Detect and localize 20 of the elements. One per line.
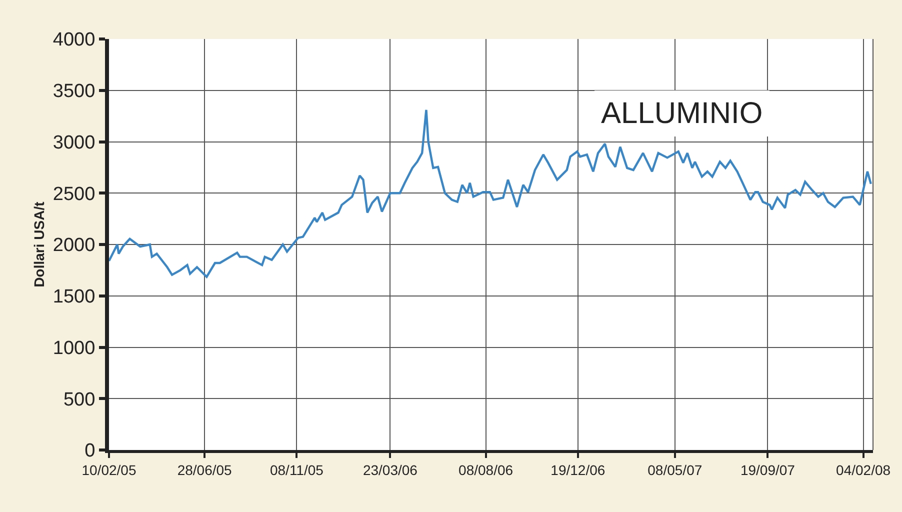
y-tick-label: 1500 bbox=[52, 286, 96, 308]
x-tick-label: 23/03/06 bbox=[362, 462, 418, 478]
y-tick-label: 2000 bbox=[52, 235, 96, 256]
x-tick-label: 19/12/06 bbox=[550, 462, 606, 478]
y-axis-title: Dollari USA/t bbox=[31, 201, 48, 288]
y-tick-label: 500 bbox=[63, 389, 96, 410]
x-tick-label: 10/02/05 bbox=[82, 462, 136, 478]
y-tick-label: 1000 bbox=[52, 338, 96, 359]
y-tick-label: 3500 bbox=[52, 81, 96, 102]
x-tick-label: 19/09/07 bbox=[740, 462, 796, 478]
x-tick-label: 08/11/05 bbox=[270, 462, 324, 478]
x-tick-label: 08/05/07 bbox=[648, 462, 702, 478]
x-tick-label: 28/06/05 bbox=[177, 462, 232, 478]
x-tick-label: 04/02/08 bbox=[836, 462, 891, 478]
y-tick-label: 3000 bbox=[52, 132, 96, 154]
y-tick-label: 2500 bbox=[52, 184, 96, 205]
text: ALLUMINIO bbox=[601, 97, 763, 130]
y-tick-label: 4000 bbox=[52, 30, 96, 51]
y-tick-label: 0 bbox=[84, 440, 96, 462]
x-tick-label: 08/08/06 bbox=[458, 462, 514, 478]
